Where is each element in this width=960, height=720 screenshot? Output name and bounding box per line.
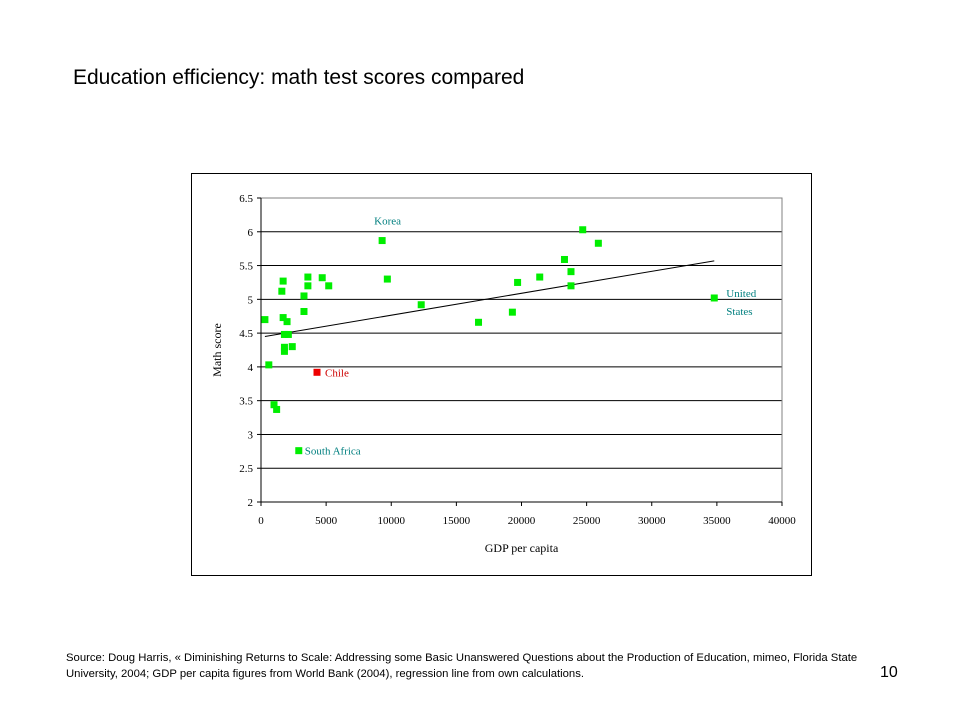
data-point — [283, 318, 291, 326]
y-tick-label: 3.5 — [239, 396, 253, 408]
data-point — [288, 343, 296, 351]
data-point — [280, 343, 288, 351]
y-tick-label: 2.5 — [239, 463, 253, 475]
data-point — [417, 301, 425, 309]
x-tick-label: 25000 — [573, 515, 601, 527]
data-point-chile — [313, 368, 321, 376]
data-point — [536, 273, 544, 281]
data-point — [508, 308, 516, 316]
x-tick-label: 10000 — [378, 515, 406, 527]
slide-title: Education efficiency: math test scores c… — [73, 66, 525, 89]
data-point — [304, 273, 312, 281]
annotation-south-africa: South Africa — [305, 446, 361, 458]
y-tick-label: 2 — [248, 497, 254, 509]
data-point — [567, 282, 575, 290]
data-point — [383, 275, 391, 283]
x-tick-label: 5000 — [315, 515, 338, 527]
x-axis-title: GDP per capita — [485, 541, 559, 555]
scatter-chart: 2 2.5 3 3.5 4 4.5 5 5.5 6 6.5 0 5000 10000 15000 20000… — [210, 193, 796, 555]
data-point — [304, 282, 312, 290]
data-point — [300, 292, 308, 300]
data-point — [273, 405, 281, 413]
data-point — [325, 282, 333, 290]
y-tick-label: 5 — [248, 294, 254, 306]
data-point — [279, 277, 287, 285]
data-point — [560, 255, 568, 263]
data-point — [280, 347, 288, 355]
data-point — [710, 294, 718, 302]
y-tick-label: 4 — [248, 362, 254, 374]
x-tick-label: 15000 — [443, 515, 471, 527]
data-point — [378, 237, 386, 245]
data-point — [514, 278, 522, 286]
x-tick-label: 35000 — [703, 515, 731, 527]
source-note: Source: Doug Harris, « Diminishing Retur… — [66, 652, 858, 680]
data-point — [594, 239, 602, 247]
data-point — [278, 287, 286, 295]
data-point — [295, 447, 303, 455]
data-point — [280, 330, 288, 338]
data-point — [265, 361, 273, 369]
y-tick-label: 4.5 — [239, 328, 253, 340]
x-tick-label: 30000 — [638, 515, 666, 527]
data-point — [284, 330, 292, 338]
annotation-states: States — [726, 306, 752, 318]
data-point — [261, 316, 269, 324]
annotation-united: United — [726, 288, 756, 300]
y-tick-label: 5.5 — [239, 261, 253, 273]
x-tick-label: 0 — [258, 515, 264, 527]
data-point — [318, 274, 326, 282]
data-point — [567, 268, 575, 276]
data-point — [579, 226, 587, 234]
y-tick-label: 3 — [248, 429, 254, 441]
annotation-korea: Korea — [374, 216, 401, 228]
chart-frame: 2 2.5 3 3.5 4 4.5 5 5.5 6 6.5 0 5000 10000 15000 20000… — [191, 173, 812, 576]
data-point — [475, 318, 483, 326]
x-tick-label: 20000 — [508, 515, 536, 527]
page-number: 10 — [880, 664, 898, 681]
x-tick-label: 40000 — [768, 515, 796, 527]
regression-line — [264, 260, 715, 337]
data-point — [270, 401, 278, 409]
y-tick-label: 6 — [248, 227, 254, 239]
annotation-chile: Chile — [325, 367, 349, 379]
y-axis-title: Math score — [210, 323, 224, 377]
y-tick-label: 6.5 — [239, 193, 253, 205]
data-point — [300, 307, 308, 315]
data-point — [279, 314, 287, 322]
